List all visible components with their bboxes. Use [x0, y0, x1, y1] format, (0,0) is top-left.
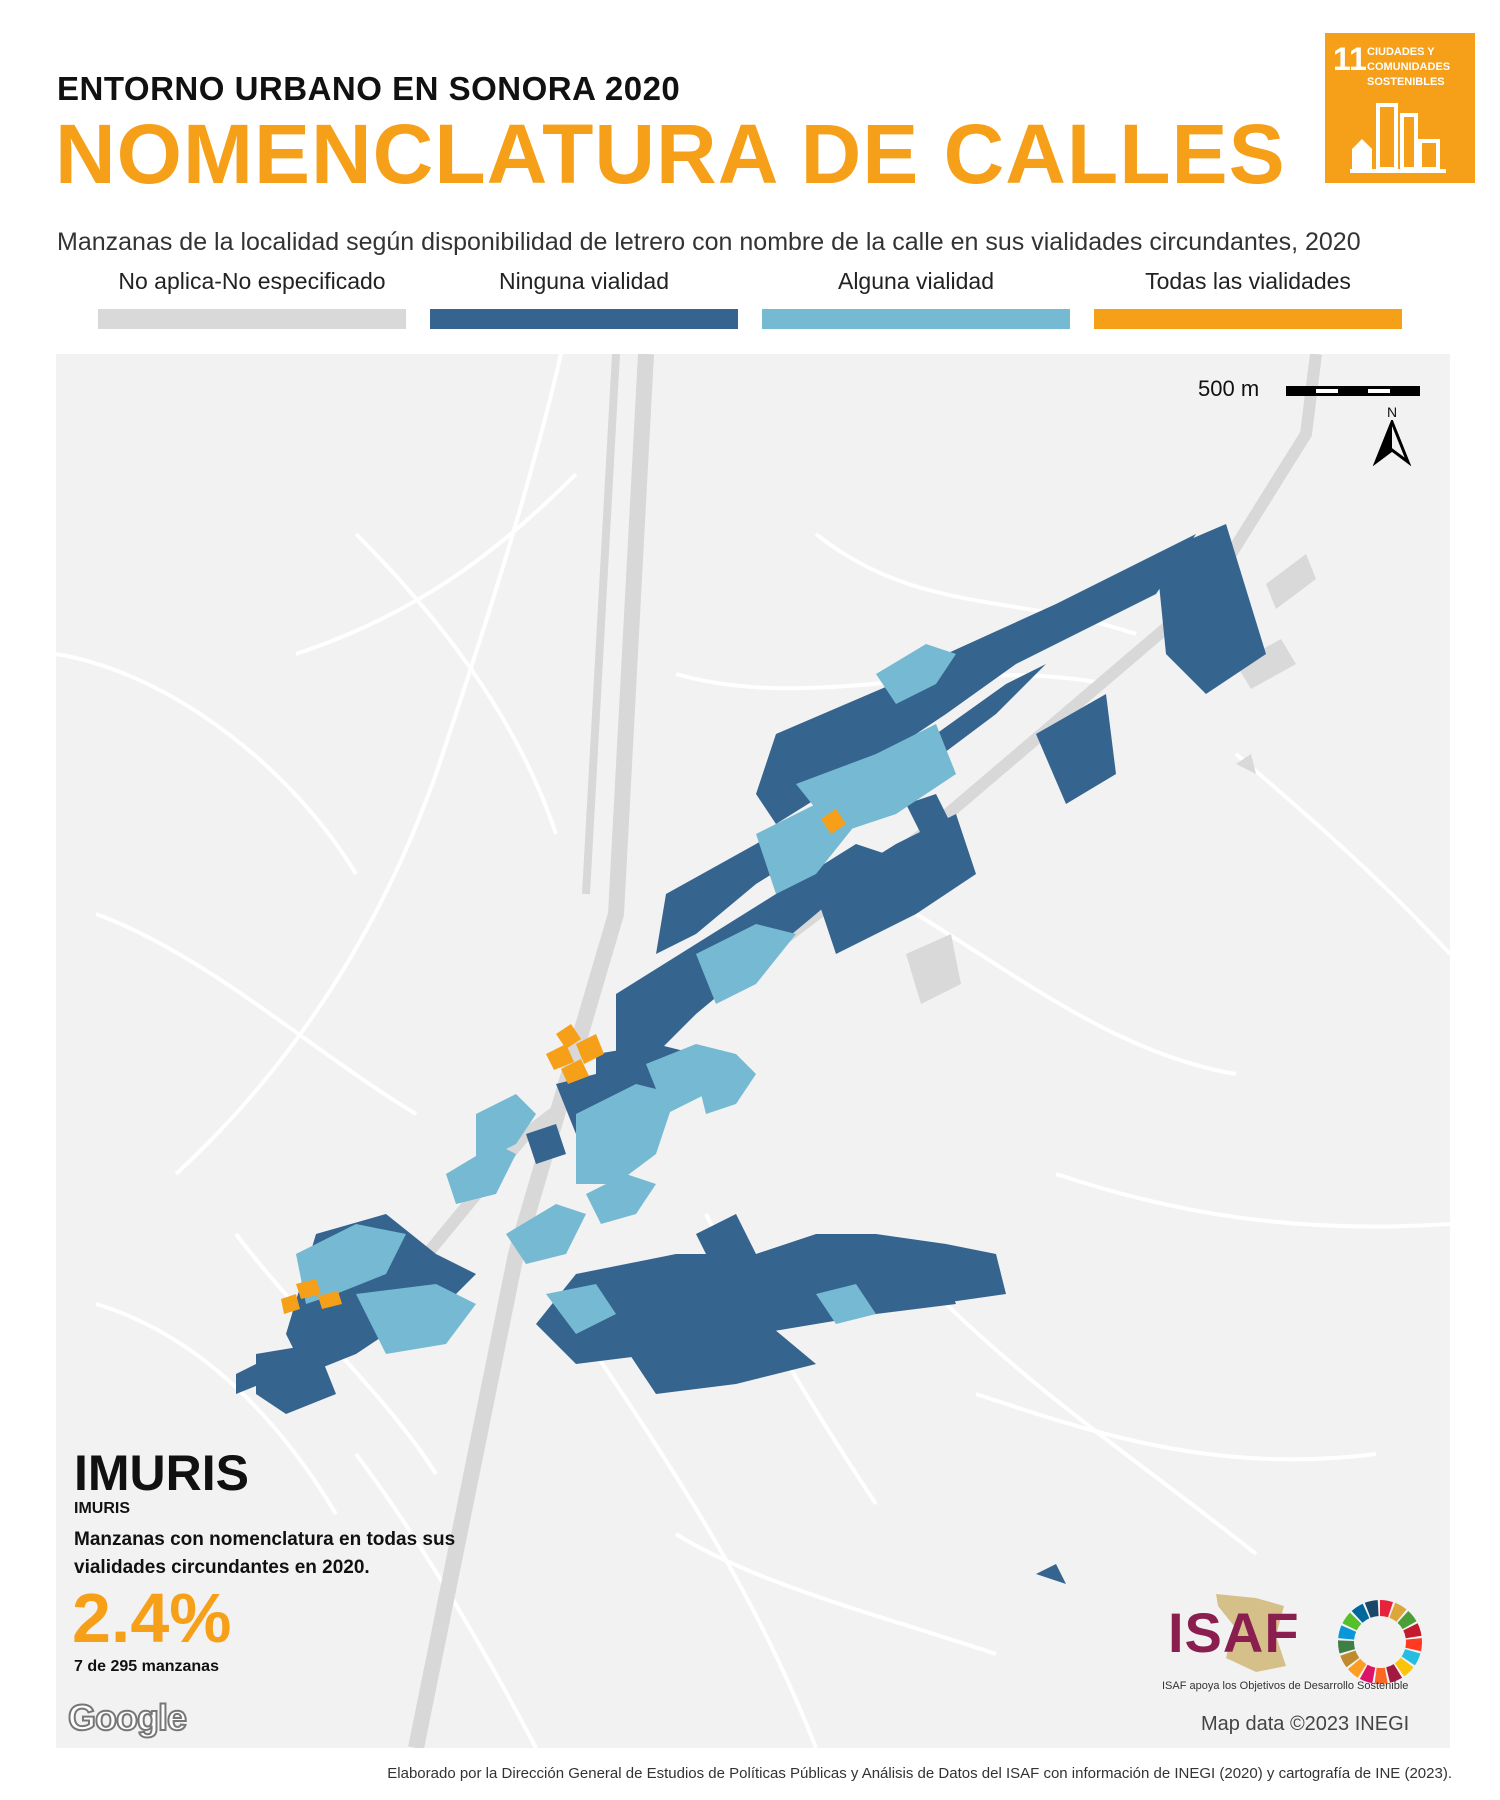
legend-swatch — [98, 309, 406, 329]
legend-item: No aplica-No especificado — [98, 268, 406, 329]
locality-subtitle: IMURIS — [74, 1500, 130, 1517]
sdg-wheel-segment — [1338, 1625, 1357, 1640]
map-canvas[interactable] — [56, 354, 1450, 1748]
north-arrow: N — [1372, 404, 1412, 471]
sdg-wheel-segment — [1397, 1611, 1417, 1630]
sonora-map-icon — [1216, 1594, 1286, 1672]
sdg-wheel-segment — [1364, 1600, 1379, 1618]
sdg-wheel-segment — [1394, 1657, 1414, 1677]
legend-label: No aplica-No especificado — [118, 268, 386, 294]
sdg-wheel-segment — [1374, 1667, 1388, 1684]
legend-swatch — [1094, 309, 1402, 329]
blocks-ninguna-vialidad — [236, 524, 1266, 1584]
legend-label: Alguna vialidad — [837, 268, 994, 294]
blocks-no-aplica — [906, 554, 1316, 1004]
sdg-wheel-segment — [1359, 1664, 1376, 1684]
legend-swatch — [430, 309, 738, 329]
legend-label: Todas las vialidades — [1145, 268, 1351, 294]
north-arrow-icon — [1372, 417, 1412, 467]
north-label: N — [1386, 404, 1398, 420]
map-attribution: Map data ©2023 INEGI — [1201, 1713, 1410, 1735]
legend-item: Alguna vialidad — [762, 268, 1070, 329]
sdg-wheel-segment — [1389, 1602, 1407, 1622]
isaf-logo: ISAF ISAF apoya los Objetivos de Desarro… — [1156, 1586, 1436, 1696]
locality-percentage: 2.4% — [72, 1579, 232, 1657]
map[interactable]: 500 m N IMURIS IMURIS Manzanas con nomen… — [56, 354, 1450, 1748]
footer-credit: Elaborado por la Dirección General de Es… — [387, 1765, 1452, 1782]
supertitle: ENTORNO URBANO EN SONORA 2020 — [57, 70, 681, 107]
locality-description: Manzanas con nomenclatura en todas sus v… — [74, 1529, 456, 1578]
highway-secondary — [582, 354, 620, 895]
legend-item: Todas las vialidades — [1094, 268, 1402, 329]
sdg-number: 11 — [1333, 41, 1367, 77]
legend-swatch — [762, 309, 1070, 329]
isaf-logo-text: ISAF — [1168, 1601, 1300, 1664]
locality-count: 7 de 295 manzanas — [74, 1658, 219, 1675]
sdg-wheel-segment — [1347, 1658, 1367, 1678]
locality-title: IMURIS — [74, 1445, 249, 1501]
sdg-11-badge: 11 CIUDADES Y COMUNIDADES SOSTENIBLES — [1325, 33, 1475, 183]
sdg-wheel-segment — [1351, 1603, 1370, 1623]
legend-item: Ninguna vialidad — [430, 268, 738, 329]
sdg-wheel-segment — [1340, 1650, 1360, 1668]
page-title: NOMENCLATURA DE CALLES — [55, 107, 1286, 201]
scale-bar — [1286, 386, 1420, 396]
sdg-wheel-segment — [1386, 1664, 1403, 1683]
sdg-wheel-segment — [1401, 1649, 1421, 1666]
sdg-label: CIUDADES Y COMUNIDADES SOSTENIBLES — [1367, 46, 1451, 88]
sdg-wheel-segment — [1403, 1623, 1422, 1639]
sdg-wheel-segment — [1337, 1640, 1355, 1654]
sdg-wheel-segment — [1380, 1600, 1393, 1618]
sdg-wheel-segment — [1405, 1638, 1422, 1652]
blocks-todas-las-vialidades — [281, 809, 846, 1314]
scale-label: 500 m — [1198, 376, 1260, 401]
legend-label: Ninguna vialidad — [498, 268, 670, 294]
isaf-caption: ISAF apoya los Objetivos de Desarrollo S… — [1162, 1680, 1409, 1692]
google-logo: Google — [67, 1696, 188, 1739]
city-icon — [1350, 103, 1446, 173]
sdg-wheel-segment — [1342, 1612, 1362, 1631]
blocks-alguna-vialidad — [296, 644, 956, 1354]
sdg-wheel-icon — [1337, 1600, 1422, 1684]
subtitle: Manzanas de la localidad según disponibi… — [57, 228, 1361, 256]
